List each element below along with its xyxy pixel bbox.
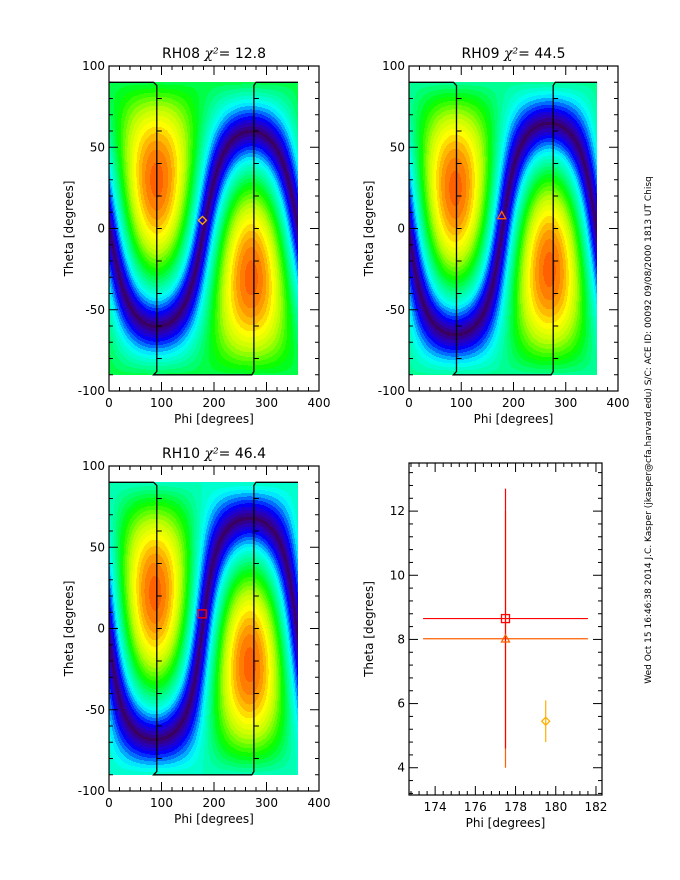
title-chi2-value: 12.8 xyxy=(235,46,266,62)
x-tick-label: 0 xyxy=(105,396,113,410)
x-tick-label: 0 xyxy=(405,396,413,410)
y-tick-label: -100 xyxy=(78,384,105,398)
title-name: RH09 xyxy=(462,46,505,62)
y-tick-label: 0 xyxy=(97,222,105,236)
plot-frame xyxy=(108,65,320,392)
y-tick-label: 100 xyxy=(82,59,105,73)
title-chi-label: χ²= xyxy=(503,46,534,62)
y-tick-label: 4 xyxy=(397,761,405,775)
y-tick-label: -100 xyxy=(78,784,105,798)
x-tick-label: 200 xyxy=(203,396,226,410)
panel-4: 174 176 178 180 182 4 6 8 10 12 Phi [degrees] Theta… xyxy=(362,462,608,830)
x-tick-label: 100 xyxy=(150,796,173,810)
title-name: RH08 xyxy=(162,46,205,62)
y-tick-label: 100 xyxy=(382,59,405,73)
y-tick-label: -50 xyxy=(85,703,105,717)
panel-3: RH10 χ²= 46.40 100 200 300 400-100-50050100P… xyxy=(62,446,330,826)
x-tick-label: 100 xyxy=(450,396,473,410)
y-axis-label: Theta [degrees] xyxy=(62,581,76,678)
x-tick-label: 176 xyxy=(464,800,487,814)
plot-title: RH08 χ²= 12.8 xyxy=(162,46,266,62)
x-tick-label: 400 xyxy=(308,396,331,410)
x-axis-label: Phi [degrees] xyxy=(174,812,254,826)
y-tick-label: -100 xyxy=(378,384,405,398)
y-axis-label: Theta [degrees] xyxy=(362,581,376,678)
x-tick-label: 0 xyxy=(105,796,113,810)
marker-triangle xyxy=(496,210,507,220)
y-tick-label: 50 xyxy=(90,140,105,154)
y-tick-label: 100 xyxy=(82,459,105,473)
plot-frame xyxy=(408,65,619,392)
point-RH08-diamond xyxy=(540,716,551,727)
y-tick-label: 50 xyxy=(90,540,105,554)
x-axis-label: Phi [degrees] xyxy=(474,412,554,426)
plot-frame xyxy=(408,462,603,796)
y-tick-label: -50 xyxy=(85,303,105,317)
y-tick-label: 6 xyxy=(397,697,405,711)
heatmap-canvas-1 xyxy=(109,82,298,375)
marker-diamond xyxy=(197,215,208,226)
x-tick-label: 100 xyxy=(150,396,173,410)
y-tick-label: 10 xyxy=(390,568,405,582)
heatmap-canvas-2 xyxy=(409,82,597,375)
title-chi-label: χ²= xyxy=(204,446,235,462)
x-tick-label: 300 xyxy=(255,796,278,810)
x-tick-label: 300 xyxy=(554,396,577,410)
title-chi-label: χ²= xyxy=(204,46,235,62)
plot-frame xyxy=(108,465,320,792)
panel-1: RH08 χ²= 12.80 100 200 300 400-100-50050100P… xyxy=(62,46,330,426)
y-axis-label: Theta [degrees] xyxy=(62,181,76,278)
x-tick-label: 400 xyxy=(607,396,630,410)
x-tick-label: 182 xyxy=(585,800,608,814)
y-tick-label: 8 xyxy=(397,632,405,646)
y-tick-label: 0 xyxy=(397,222,405,236)
boundary-line xyxy=(109,481,298,776)
x-tick-label: 178 xyxy=(504,800,527,814)
x-axis-label: Phi [degrees] xyxy=(466,816,546,830)
panel-2: RH09 χ²= 44.50 100 200 300 400-100-50050100P… xyxy=(362,46,629,426)
x-tick-label: 300 xyxy=(255,396,278,410)
x-tick-label: 180 xyxy=(544,800,567,814)
title-name: RH10 xyxy=(162,446,205,462)
plot-title: RH10 χ²= 46.4 xyxy=(162,446,266,462)
y-tick-label: 50 xyxy=(390,140,405,154)
marker-square xyxy=(197,609,207,619)
heatmap-canvas-3 xyxy=(109,482,298,775)
x-tick-label: 200 xyxy=(502,396,525,410)
point-RH09-triangle xyxy=(500,633,511,643)
boundary-line xyxy=(109,81,298,376)
point-RH10-square xyxy=(500,613,511,624)
y-tick-label: 12 xyxy=(390,504,405,518)
plot-title: RH09 χ²= 44.5 xyxy=(462,46,566,62)
x-tick-label: 174 xyxy=(424,800,447,814)
title-chi2-value: 46.4 xyxy=(235,446,266,462)
x-axis-label: Phi [degrees] xyxy=(174,412,254,426)
title-chi2-value: 44.5 xyxy=(534,46,565,62)
x-tick-label: 400 xyxy=(308,796,331,810)
y-tick-label: -50 xyxy=(385,303,405,317)
y-axis-label: Theta [degrees] xyxy=(362,181,376,278)
boundary-line xyxy=(409,81,598,376)
y-tick-label: 0 xyxy=(97,622,105,636)
footer-text: Wed Oct 15 16:46:38 2014 J.C. Kasper (jk… xyxy=(644,176,654,684)
x-tick-label: 200 xyxy=(203,796,226,810)
